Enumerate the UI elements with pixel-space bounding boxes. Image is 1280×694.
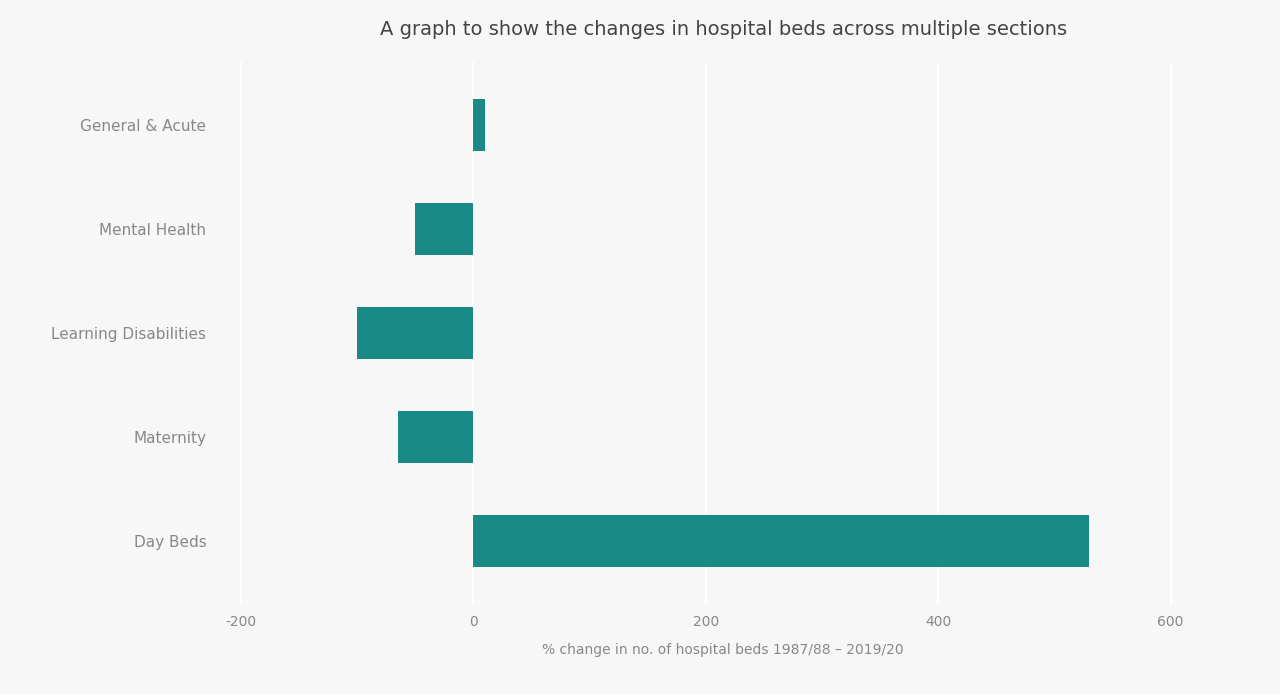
- Bar: [357, 307, 474, 359]
- Bar: [474, 99, 485, 151]
- Bar: [415, 203, 474, 255]
- Bar: [474, 515, 1089, 568]
- X-axis label: % change in no. of hospital beds 1987/88 – 2019/20: % change in no. of hospital beds 1987/88…: [543, 643, 904, 657]
- Title: A graph to show the changes in hospital beds across multiple sections: A graph to show the changes in hospital …: [380, 19, 1066, 39]
- Bar: [398, 411, 474, 464]
